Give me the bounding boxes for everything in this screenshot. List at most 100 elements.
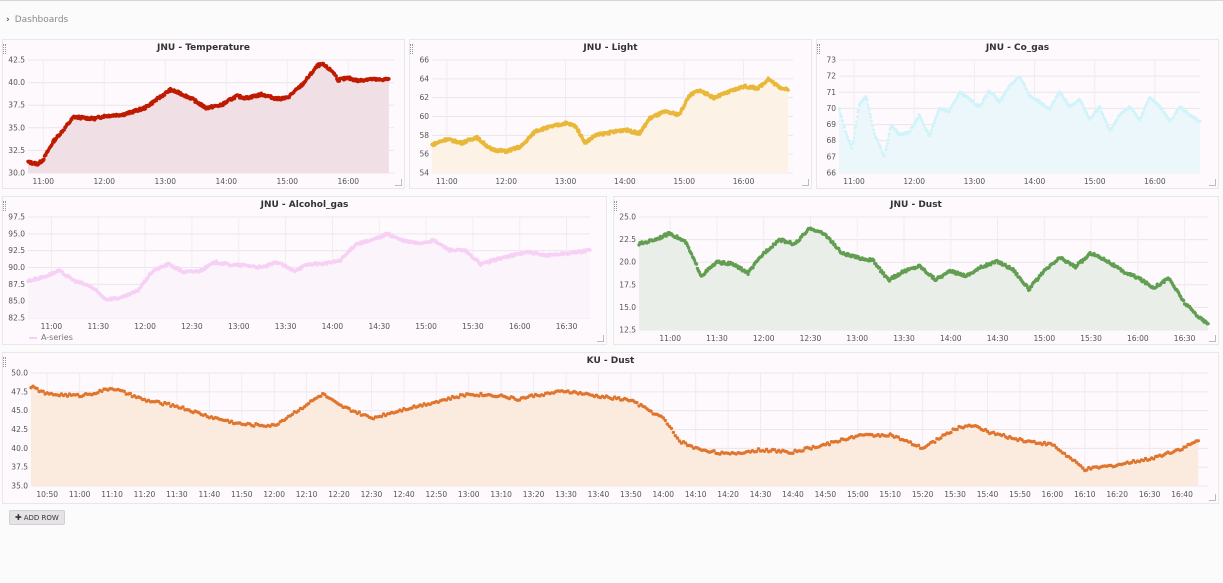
panel-jnu-co-gas[interactable]: JNU - Co_gas 66 67 68 69 70 71 72 73 11:00 12:00 1… (816, 39, 1219, 189)
data-point (846, 136, 850, 139)
drag-handle[interactable] (817, 44, 820, 54)
chart-jnu-alcohol-gas: 82.5 85.0 87.5 90.0 92.5 95.0 97.5 11:00 11:30 12… (8, 213, 592, 331)
drag-handle[interactable] (3, 44, 6, 54)
x-tick-label: 12:00 (93, 177, 115, 186)
data-point (885, 144, 888, 148)
x-tick-label: 13:00 (458, 490, 480, 499)
chart-jnu-dust: 12.5 15.0 17.5 20.0 22.5 25.0 11:00 11:30 12:00 1… (619, 213, 1210, 343)
data-point (933, 121, 936, 125)
y-tick-label: 62 (419, 93, 429, 102)
x-tick-label: 14:00 (940, 334, 962, 343)
data-point (1002, 432, 1006, 437)
data-point (867, 106, 870, 109)
data-point (809, 447, 813, 451)
series-points (29, 384, 1201, 473)
x-tick-label: 13:00 (555, 177, 577, 186)
data-point (1206, 322, 1210, 326)
data-point (852, 140, 855, 143)
data-point (906, 132, 910, 136)
data-point (1079, 464, 1083, 468)
panel-title[interactable]: JNU - Light (583, 43, 638, 53)
data-point (1161, 108, 1164, 111)
y-tick-label: 87.5 (8, 280, 25, 289)
y-tick-label: 35.0 (11, 482, 28, 491)
drag-handle[interactable] (3, 357, 6, 367)
panel-title[interactable]: JNU - Co_gas (985, 43, 1050, 53)
drag-handle[interactable] (614, 201, 617, 211)
data-point (908, 440, 913, 444)
breadcrumb-label[interactable]: Dashboards (14, 15, 69, 25)
data-point (840, 115, 843, 118)
data-point (754, 449, 759, 454)
panel-ku-dust[interactable]: KU - Dust 35.0 37.5 40.0 42.5 45.0 47.5 50.0 10… (2, 352, 1219, 504)
panel-title[interactable]: KU - Dust (586, 356, 635, 366)
x-tick-label: 15:00 (1034, 334, 1056, 343)
data-point (845, 133, 848, 136)
data-point (853, 132, 856, 135)
breadcrumb[interactable]: › Dashboards (6, 13, 68, 27)
data-point (323, 392, 327, 397)
chevron-right-icon[interactable]: › (6, 15, 10, 25)
y-tick-label: 40.0 (8, 78, 25, 87)
drag-handle[interactable] (3, 201, 6, 211)
data-point (100, 389, 104, 394)
series-area (432, 78, 789, 173)
panel-title[interactable]: JNU - Temperature (157, 43, 250, 53)
series-points (430, 76, 790, 155)
data-point (929, 132, 932, 135)
data-point (1013, 80, 1017, 83)
panel-jnu-alcohol-gas[interactable]: JNU - Alcohol_gas 82.5 85.0 87.5 90.0 92.5 95… (2, 196, 607, 345)
data-point (477, 394, 481, 398)
data-point (694, 262, 699, 266)
panel-title[interactable]: JNU - Alcohol_gas (260, 200, 349, 210)
data-point (842, 123, 845, 126)
panel-title[interactable]: JNU - Dust (890, 200, 942, 210)
data-point (756, 447, 761, 451)
legend[interactable]: A-series (29, 333, 73, 342)
x-tick-label: 12:40 (393, 490, 415, 499)
data-point (855, 120, 858, 124)
x-tick-label: 11:00 (843, 177, 865, 186)
resize-handle[interactable] (1209, 494, 1216, 501)
data-point (773, 448, 777, 452)
x-tick-label: 14:50 (815, 490, 837, 499)
x-tick-label: 12:50 (425, 490, 447, 499)
data-point (841, 119, 845, 122)
resize-handle[interactable] (597, 335, 604, 342)
panel-jnu-dust[interactable]: JNU - Dust 12.5 15.0 17.5 20.0 22.5 25.0 11:00… (613, 196, 1219, 345)
data-point (181, 405, 185, 409)
data-point (866, 103, 870, 106)
panel-jnu-light[interactable]: JNU - Light 54 56 58 60 62 64 66 11:00 12:00 13:0… (409, 39, 812, 189)
x-tick-label: 14:30 (750, 490, 772, 499)
data-point (75, 392, 80, 397)
data-point (936, 112, 939, 116)
x-tick-label: 12:20 (328, 490, 350, 499)
x-tick-label: 16:00 (509, 322, 531, 331)
drag-handle[interactable] (410, 44, 413, 54)
y-tick-label: 95.0 (8, 229, 25, 238)
plus-icon: ✚ (15, 513, 22, 522)
data-point (912, 124, 915, 128)
y-tick-label: 22.5 (619, 235, 636, 244)
data-point (1015, 272, 1019, 276)
data-point (1004, 91, 1007, 95)
data-point (671, 430, 676, 435)
data-point (739, 266, 743, 270)
panel-jnu-temperature[interactable]: JNU - Temperature 30.0 32.5 35.0 37.5 40.0 42… (2, 39, 405, 189)
resize-handle[interactable] (395, 179, 402, 186)
resize-handle[interactable] (1209, 179, 1216, 186)
x-tick-label: 11:30 (87, 322, 109, 331)
data-point (167, 401, 171, 405)
data-point (252, 424, 256, 428)
data-point (876, 139, 880, 142)
x-tick-label: 16:30 (1174, 334, 1196, 343)
data-point (931, 124, 935, 128)
data-point (531, 394, 536, 399)
legend-label[interactable]: A-series (41, 333, 73, 342)
resize-handle[interactable] (802, 179, 809, 186)
data-point (869, 112, 872, 116)
resize-handle[interactable] (1209, 335, 1216, 342)
y-tick-label: 58 (419, 131, 429, 140)
add-row-button[interactable]: ✚ ADD ROW (9, 510, 65, 525)
series-points (837, 75, 1202, 158)
